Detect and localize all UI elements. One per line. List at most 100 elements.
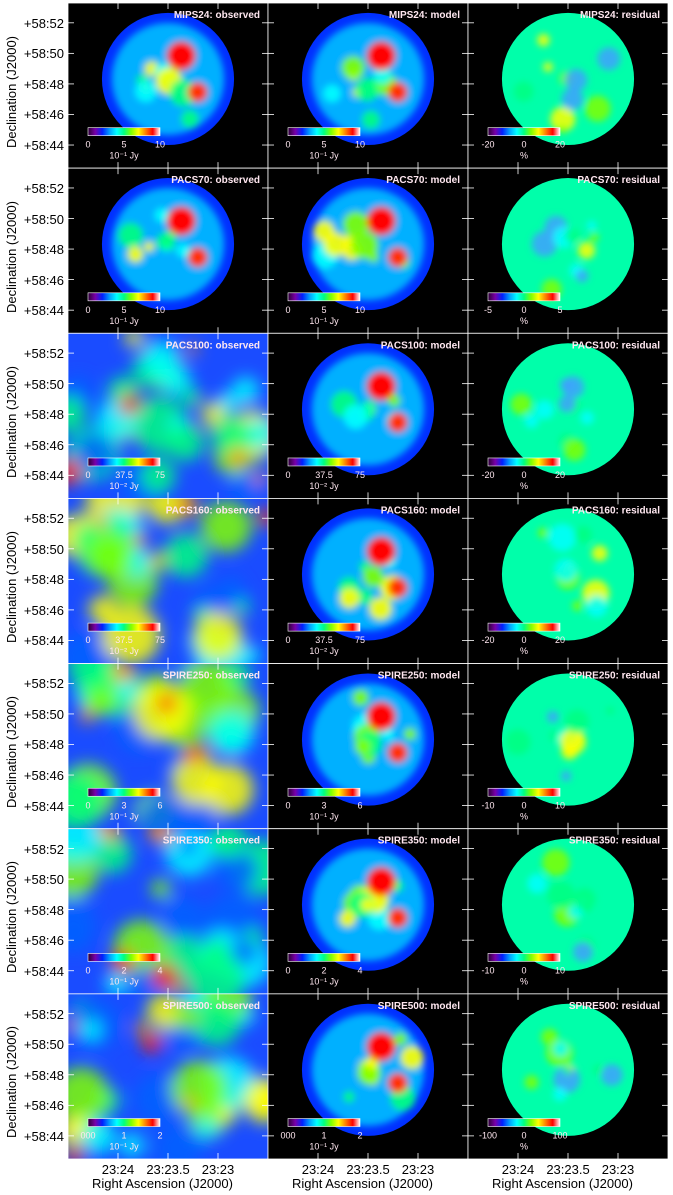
colorbar-tick-label: 0	[85, 800, 90, 810]
colorbar-tick-label: 0	[85, 635, 90, 645]
colorbar-tick-label: 0	[285, 635, 290, 645]
colorbar-tick-label: 20	[555, 470, 565, 480]
colorbar-unit: %	[520, 976, 528, 986]
colorbar-unit: %	[520, 646, 528, 656]
colorbar-tick-label: 0	[285, 965, 290, 975]
colorbar-tick-label: 000	[280, 1131, 295, 1141]
y-tick-label: +58:50	[23, 706, 64, 722]
colorbar-tick-label: 10	[555, 965, 565, 975]
y-tick-label: +58:44	[23, 303, 64, 319]
y-tick-label: +58:46	[23, 107, 64, 123]
colorbar-unit: 10⁻¹ Jy	[109, 151, 139, 161]
colorbar-tick-label: 75	[355, 635, 365, 645]
panel-image	[301, 343, 435, 476]
colorbar-unit: %	[520, 151, 528, 161]
panel-image	[101, 12, 235, 146]
x-axis-title: Right Ascension (J2000)	[492, 1176, 633, 1191]
panel-image	[501, 838, 635, 971]
colorbar-tick-label: 75	[355, 470, 365, 480]
colorbar-tick-label: 10	[355, 305, 365, 315]
panel-mips24-observed: MIPS24: observed 0 5 10 10⁻¹ Jy	[67, 2, 269, 169]
panel-image	[501, 673, 635, 806]
y-tick-label: +58:48	[23, 902, 64, 918]
colorbar	[87, 457, 161, 467]
panel-spire250-model: SPIRE250: model 0 3 6 10⁻¹ Jy	[267, 663, 469, 830]
panel-title: PACS100: model	[381, 340, 461, 351]
colorbar	[87, 953, 161, 962]
y-tick-label: +58:46	[23, 602, 64, 618]
colorbar-unit: %	[520, 316, 528, 326]
colorbar-tick-label: -20	[481, 470, 494, 480]
x-tick-label: 23:23	[201, 1162, 235, 1177]
colorbar-tick-label: 4	[157, 965, 162, 975]
colorbar-tick-label: 6	[357, 800, 362, 810]
y-axis-title: Declination (J2000)	[4, 365, 19, 478]
panel-title: SPIRE250: observed	[163, 671, 260, 682]
colorbar	[487, 953, 561, 962]
panel-title: PACS160: residual	[572, 505, 660, 516]
colorbar-tick-label: 0	[521, 305, 526, 315]
x-tick-label: 23:24	[301, 1162, 335, 1177]
colorbar-unit: 10⁻¹ Jy	[309, 151, 339, 161]
y-tick-label: +58:48	[23, 407, 64, 423]
colorbar	[87, 1118, 161, 1127]
colorbar-tick-label: 3	[121, 800, 126, 810]
colorbar-tick-label: 2	[357, 1131, 362, 1141]
colorbar-tick-label: 37.5	[115, 470, 133, 480]
panel-mips24-residual: MIPS24: residual -20 0 20%	[467, 2, 669, 169]
colorbar-tick-label: 5	[121, 305, 126, 315]
colorbar-unit: 10⁻¹ Jy	[309, 1142, 339, 1152]
panel-title: PACS100: residual	[572, 340, 660, 351]
colorbar	[87, 787, 161, 797]
y-axis-title: Declination (J2000)	[4, 861, 19, 974]
colorbar-tick-label: 37.5	[315, 635, 333, 645]
panel-image	[68, 498, 268, 664]
colorbar-tick-label: 75	[155, 635, 165, 645]
colorbar-unit: 10⁻² Jy	[309, 646, 339, 656]
y-tick-label: +58:52	[23, 676, 64, 692]
y-tick-label: +58:50	[23, 541, 64, 557]
panel-image	[501, 12, 635, 146]
panel-title: PACS70: residual	[577, 175, 660, 186]
colorbar-tick-label: 5	[321, 140, 326, 150]
colorbar-unit: 10⁻¹ Jy	[309, 976, 339, 986]
colorbar-tick-label: 0	[285, 800, 290, 810]
colorbar-tick-label: 10	[355, 140, 365, 150]
colorbar-unit: 10⁻¹ Jy	[309, 316, 339, 326]
panel-title: MIPS24: model	[389, 10, 460, 21]
colorbar-tick-label: 0	[85, 140, 90, 150]
y-tick-label: +58:48	[23, 737, 64, 753]
panel-image	[301, 1003, 435, 1136]
x-tick-label: 23:23	[401, 1162, 435, 1177]
y-tick-label: +58:48	[23, 1067, 64, 1083]
y-tick-label: +58:48	[23, 76, 64, 92]
x-axis-title: Right Ascension (J2000)	[292, 1176, 433, 1191]
colorbar-tick-label: -5	[484, 305, 492, 315]
panel-image	[301, 178, 435, 311]
colorbar	[287, 622, 361, 632]
colorbar-tick-label: -100	[479, 1131, 497, 1141]
y-axis-title: Declination (J2000)	[4, 35, 19, 148]
panel-title: SPIRE250: residual	[569, 671, 660, 682]
colorbar-unit: %	[520, 1142, 528, 1152]
y-axis-title: Declination (J2000)	[4, 530, 19, 643]
colorbar-unit: 10⁻² Jy	[109, 646, 139, 656]
panel-image	[301, 12, 435, 146]
panel-spire500-residual: SPIRE500: residual -100 0 100%	[467, 993, 669, 1160]
colorbar-unit: 10⁻¹ Jy	[109, 316, 139, 326]
panel-title: PACS70: model	[386, 175, 460, 186]
colorbar-tick-label: 000	[80, 1131, 95, 1141]
colorbar-tick-label: 10	[155, 140, 165, 150]
y-tick-label: +58:46	[23, 1098, 64, 1114]
panel-title: PACS70: observed	[171, 175, 260, 186]
panel-image	[501, 343, 635, 476]
panel-pacs160-residual: PACS160: residual -20 0 20%	[467, 498, 669, 664]
y-tick-label: +58:50	[23, 211, 64, 227]
x-tick-label: 23:23	[601, 1162, 635, 1177]
y-axis-title: Declination (J2000)	[4, 200, 19, 313]
panel-pacs160-observed: PACS160: observed 0 37.5 75 10⁻² Jy	[67, 498, 269, 664]
colorbar	[487, 622, 561, 632]
colorbar	[487, 457, 561, 467]
colorbar-tick-label: 0	[85, 305, 90, 315]
